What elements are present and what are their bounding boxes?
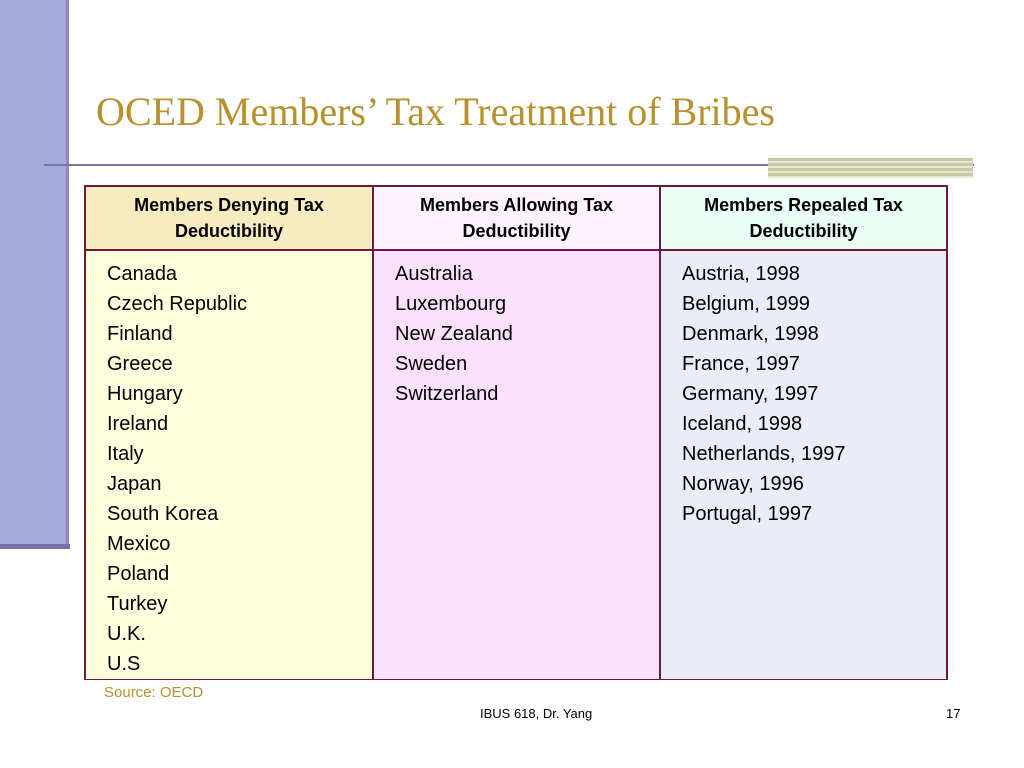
accent-side-bar-bottom [0, 544, 70, 549]
list-item: Switzerland [395, 383, 499, 405]
list-item: Canada [107, 263, 178, 285]
list-item: Luxembourg [395, 293, 507, 315]
list-item: Portugal, 1997 [682, 503, 813, 525]
column-header-denying: Members Denying Tax Deductibility [86, 187, 374, 251]
slide-footer: IBUS 618, Dr. Yang [480, 706, 593, 721]
column-body-denying: Canada Czech Republic Finland Greece Hun… [86, 251, 374, 679]
list-item: France, 1997 [682, 353, 800, 375]
list-item: Germany, 1997 [682, 383, 819, 405]
column-header-line: Deductibility [174, 221, 283, 241]
slide-title: OCED Members’ Tax Treatment of Bribes [96, 89, 775, 134]
bribes-table: Members Denying Tax Deductibility Member… [84, 185, 948, 680]
column-header-line: Members Allowing Tax [419, 195, 614, 215]
list-item: Hungary [107, 383, 183, 405]
list-item: Iceland, 1998 [682, 413, 803, 435]
list-item: Australia [395, 263, 473, 285]
page-number: 17 [946, 706, 961, 721]
list-item: Ireland [107, 413, 169, 435]
column-header-line: Deductibility [462, 221, 571, 241]
list-item: Denmark, 1998 [682, 323, 819, 345]
list-item: Turkey [107, 593, 168, 615]
column-header-line: Members Repealed Tax [704, 195, 903, 215]
column-body-allowing: Australia Luxembourg New Zealand Sweden … [374, 251, 661, 679]
decorative-stripes [768, 158, 973, 178]
column-header-line: Members Denying Tax [134, 195, 324, 215]
list-item: Greece [107, 353, 173, 375]
list-item: Norway, 1996 [682, 473, 804, 495]
list-item: New Zealand [395, 323, 513, 345]
list-item: Italy [107, 443, 144, 465]
country-list: Australia Luxembourg New Zealand Sweden … [395, 259, 659, 409]
list-item: Poland [107, 563, 170, 585]
list-item: Austria, 1998 [682, 263, 800, 285]
title-divider [44, 164, 974, 166]
list-item: Czech Republic [107, 293, 248, 315]
list-item: U.S [107, 653, 141, 675]
list-item: South Korea [107, 503, 219, 525]
list-item: Finland [107, 323, 173, 345]
country-list: Canada Czech Republic Finland Greece Hun… [107, 259, 372, 679]
accent-side-bar-edge [66, 0, 69, 548]
accent-side-bar [0, 0, 66, 548]
list-item: U.K. [107, 623, 146, 645]
source-note: Source: OECD [104, 684, 204, 701]
country-list: Austria, 1998 Belgium, 1999 Denmark, 199… [682, 259, 946, 529]
column-body-repealed: Austria, 1998 Belgium, 1999 Denmark, 199… [661, 251, 946, 679]
list-item: Japan [107, 473, 162, 495]
list-item: Mexico [107, 533, 171, 555]
list-item: Netherlands, 1997 [682, 443, 846, 465]
column-header-repealed: Members Repealed Tax Deductibility [661, 187, 946, 251]
list-item: Sweden [395, 353, 468, 375]
column-header-allowing: Members Allowing Tax Deductibility [374, 187, 661, 251]
list-item: Belgium, 1999 [682, 293, 810, 315]
column-header-line: Deductibility [749, 221, 858, 241]
